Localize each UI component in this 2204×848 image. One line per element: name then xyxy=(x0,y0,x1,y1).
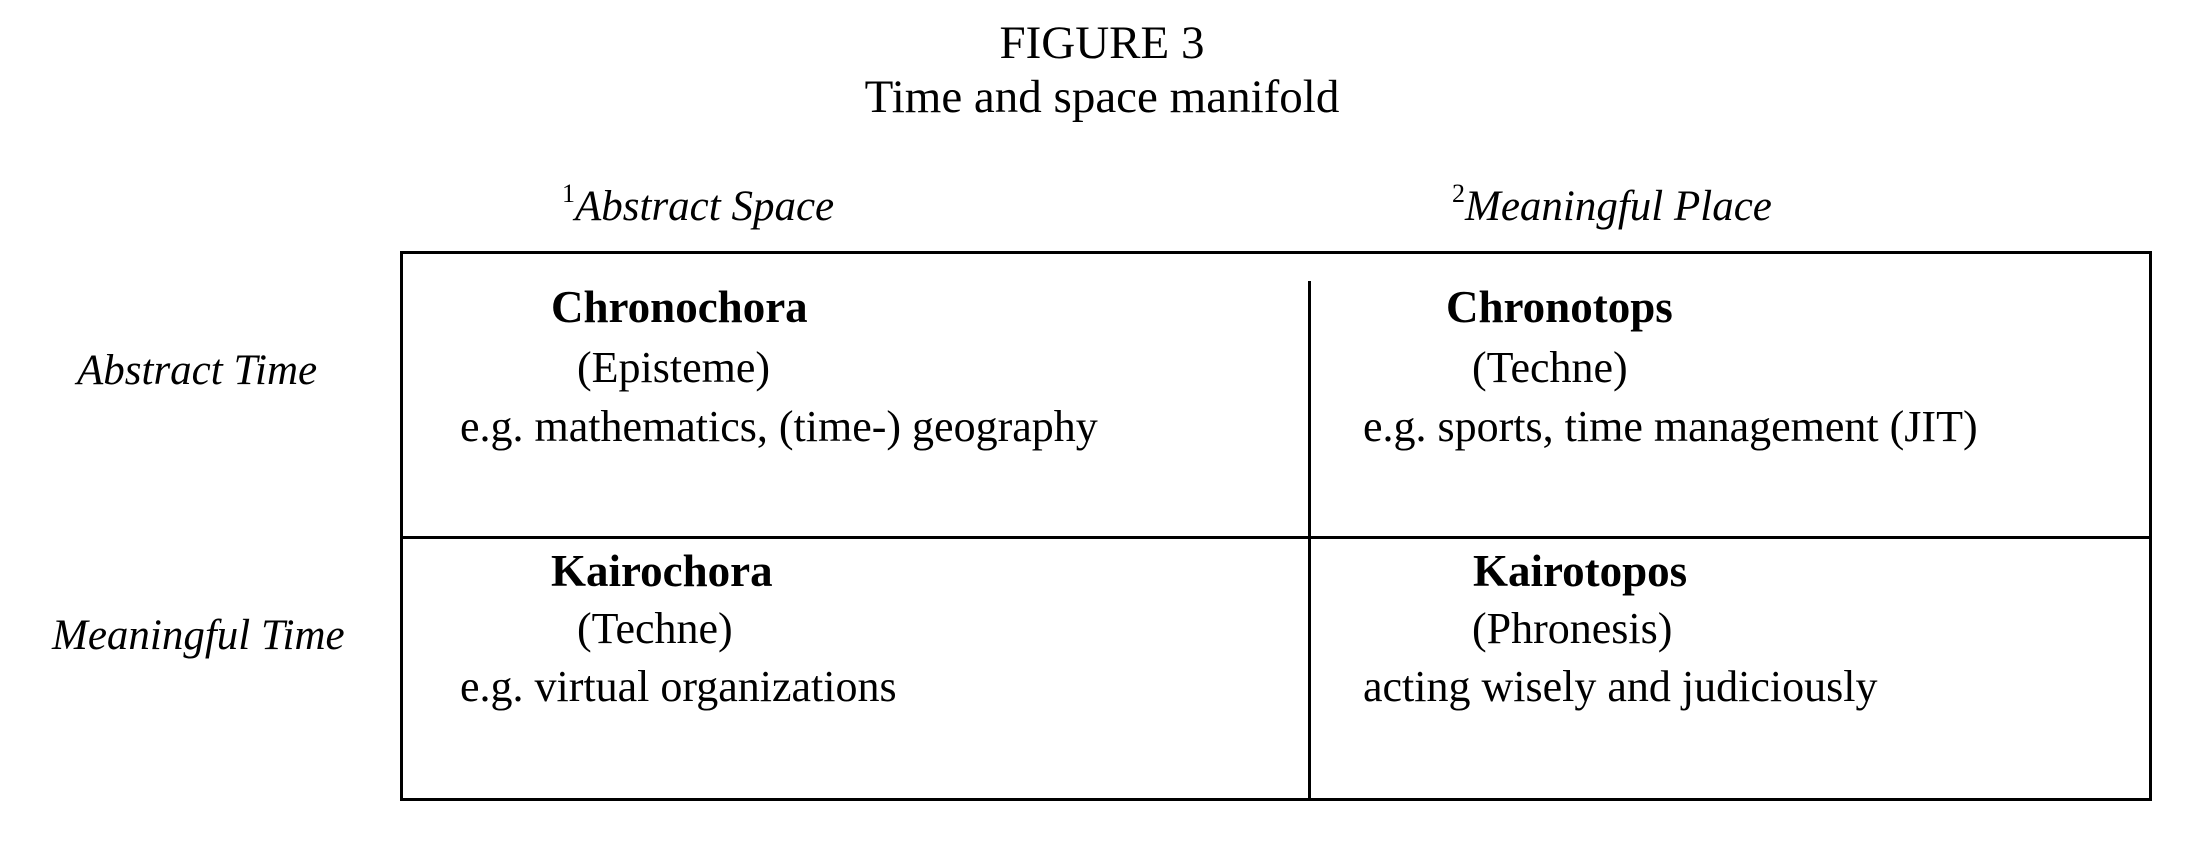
cell-chronochora-category: (Episteme) xyxy=(577,343,771,392)
cell-kairochora-name: Kairochora xyxy=(551,546,773,596)
cell-kairochora-example: e.g. virtual organizations xyxy=(460,662,897,711)
figure-label: FIGURE 3 xyxy=(999,17,1205,69)
cell-kairochora-category: (Techne) xyxy=(577,604,733,653)
column-header-number: 1 xyxy=(562,179,575,208)
matrix-horizontal-divider xyxy=(400,536,2152,539)
row-header-abstract-time: Abstract Time xyxy=(77,347,318,394)
cell-chronotops-name: Chronotops xyxy=(1446,282,1673,332)
column-header-label: Meaningful Place xyxy=(1465,183,1772,230)
cell-chronochora-example: e.g. mathematics, (time-) geography xyxy=(460,402,1098,451)
cell-chronotops-category: (Techne) xyxy=(1472,343,1628,392)
matrix-vertical-divider xyxy=(1308,281,1311,801)
cell-kairotopos-example: acting wisely and judiciously xyxy=(1363,662,1878,711)
column-header-abstract-space: 1Abstract Space xyxy=(562,181,835,230)
cell-chronochora-name: Chronochora xyxy=(551,282,808,332)
column-header-meaningful-place: 2Meaningful Place xyxy=(1452,181,1772,230)
column-header-number: 2 xyxy=(1452,179,1465,208)
cell-kairotopos-name: Kairotopos xyxy=(1473,546,1688,596)
matrix-frame xyxy=(400,251,2152,801)
column-header-label: Abstract Space xyxy=(575,183,835,230)
cell-kairotopos-category: (Phronesis) xyxy=(1472,604,1673,653)
cell-chronotops-example: e.g. sports, time management (JIT) xyxy=(1363,402,1978,451)
figure-title: Time and space manifold xyxy=(864,71,1340,123)
row-header-meaningful-time: Meaningful Time xyxy=(52,612,345,659)
